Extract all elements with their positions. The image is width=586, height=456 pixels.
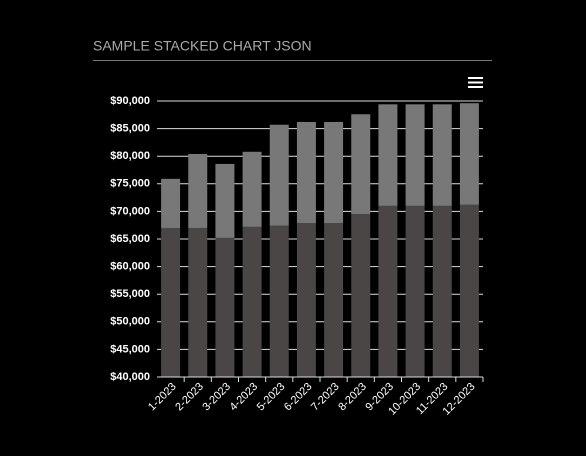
bar-segment [351, 214, 371, 377]
bar-segment [188, 153, 208, 228]
y-tick-label: $65,000 [110, 233, 150, 245]
chart-title: SAMPLE STACKED CHART JSON [93, 38, 312, 54]
x-tick-label: 6-2023 [282, 381, 315, 414]
bar-segment [324, 222, 344, 377]
x-tick-label: 3-2023 [200, 381, 233, 414]
y-tick-label: $55,000 [110, 288, 150, 300]
bar-segment [161, 227, 181, 377]
bar-segment [296, 121, 316, 223]
y-tick-label: $50,000 [110, 316, 150, 328]
bar-segment [242, 151, 262, 227]
bar-segment [188, 227, 208, 377]
bar-segment [269, 124, 289, 226]
x-tick-label: 5-2023 [255, 381, 288, 414]
bar-segment [242, 226, 262, 377]
bar-segment [215, 163, 235, 238]
bar-segment [378, 205, 398, 377]
bar-segment [351, 114, 371, 215]
x-tick-label: 4-2023 [228, 381, 261, 414]
bar-segment [405, 205, 425, 377]
x-tick-label: 7-2023 [309, 381, 342, 414]
bar-segment [269, 225, 289, 377]
y-tick-label: $90,000 [110, 95, 150, 107]
bar-segment [324, 121, 344, 223]
bar-segment [296, 222, 316, 377]
bar-segment [459, 204, 479, 377]
x-tick-label: 1-2023 [146, 381, 179, 414]
y-tick-label: $85,000 [110, 123, 150, 135]
menu-button[interactable] [468, 77, 483, 88]
x-tick-label: 2-2023 [173, 381, 206, 414]
bar-segment [405, 104, 425, 206]
x-tick-label: 8-2023 [336, 381, 369, 414]
bar-segment [432, 205, 452, 377]
bar-segment [161, 178, 181, 228]
y-tick-label: $45,000 [110, 343, 150, 355]
y-tick-label: $80,000 [110, 150, 150, 162]
bar-segment [432, 104, 452, 206]
bar-segment [215, 237, 235, 377]
y-tick-label: $75,000 [110, 178, 150, 190]
bar-segment [459, 103, 479, 205]
y-tick-label: $60,000 [110, 261, 150, 273]
y-tick-label: $40,000 [110, 371, 150, 383]
y-tick-label: $70,000 [110, 205, 150, 217]
bar-segment [378, 104, 398, 206]
